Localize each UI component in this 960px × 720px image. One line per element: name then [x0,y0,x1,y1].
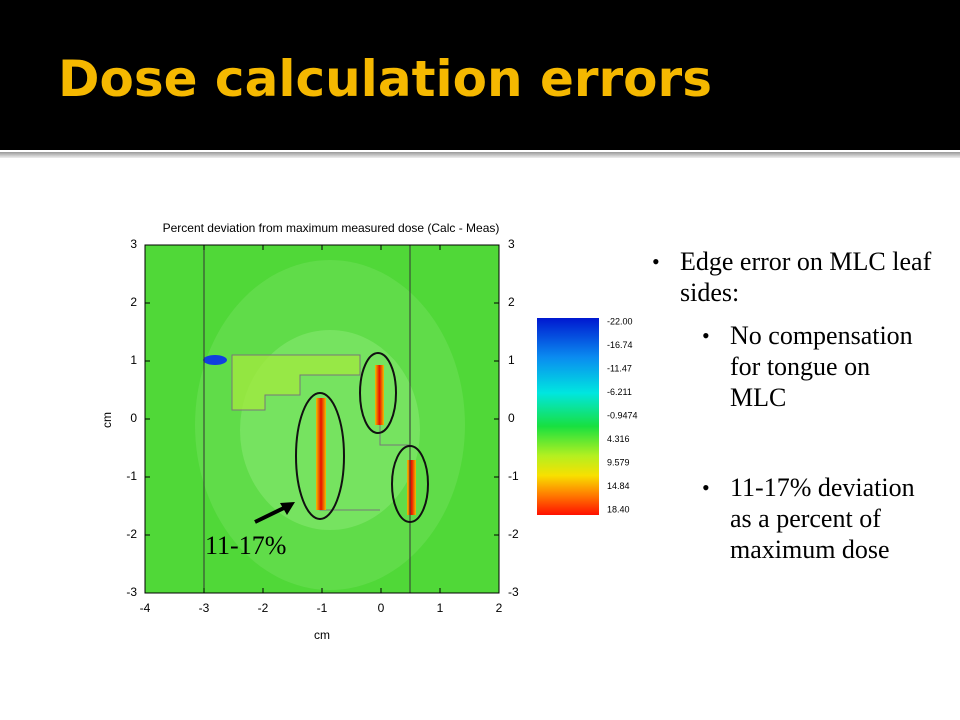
x-tick-label: 0 [378,601,385,615]
y-tick-label: 3 [130,237,137,251]
highlight-ellipse [391,445,429,523]
y-tick-label: 0 [130,411,137,425]
colorbar-label: 18.40 [607,504,630,514]
x-tick-label: -1 [317,601,328,615]
highlight-ellipse [359,352,397,434]
colorbar-label: -6.211 [607,387,632,397]
heatmap-hotspot [316,398,326,510]
heatmap-blob [203,355,227,365]
x-axis-label: cm [314,628,330,642]
sub-bullet: 11-17% deviation as a percent of maximum… [702,472,930,565]
heatmap-hotspot [375,365,384,425]
x-tick-label: 1 [437,601,444,615]
y-tick-label: -1 [508,469,519,483]
y-tick-label: 2 [508,295,515,309]
y-tick-label: -3 [126,585,137,599]
bullet: Edge error on MLC leaf sides: [652,246,945,308]
arrow-head [280,502,295,515]
heatmap-region [232,355,360,410]
y-tick-label: -3 [508,585,519,599]
y-tick-label: 0 [508,411,515,425]
x-tick-label: -2 [258,601,269,615]
heatmap [144,244,500,594]
y-tick-label: 2 [130,295,137,309]
colorbar-label: -16.74 [607,340,633,350]
divider [0,152,960,158]
annotation: 11-17% [205,531,286,560]
y-tick-label: 1 [130,353,137,367]
colorbar-label: 14.84 [607,481,630,491]
highlight-ellipse [295,392,345,520]
colorbar [537,318,599,515]
y-tick-label: 3 [508,237,515,251]
colorbar-label: 4.316 [607,434,630,444]
x-tick-label: -4 [140,601,151,615]
header-band [0,0,960,150]
y-axis-label: cm [100,412,114,428]
colorbar-label: -22.00 [607,316,633,326]
y-tick-label: 1 [508,353,515,367]
y-tick-label: -1 [126,469,137,483]
y-tick-label: -2 [126,527,137,541]
colorbar-label: -11.47 [607,363,632,373]
colorbar-label: -0.9474 [607,410,638,420]
sub-bullet: No compensation for tongue on MLC [702,320,930,413]
colorbar-label: 9.579 [607,457,630,467]
x-tick-label: 2 [496,601,503,615]
figure-title: Percent deviation from maximum measured … [163,221,500,235]
x-tick-label: -3 [199,601,210,615]
heatmap-hotspot [407,460,416,515]
slide-title: Dose calculation errors [58,50,712,108]
y-tick-label: -2 [508,527,519,541]
